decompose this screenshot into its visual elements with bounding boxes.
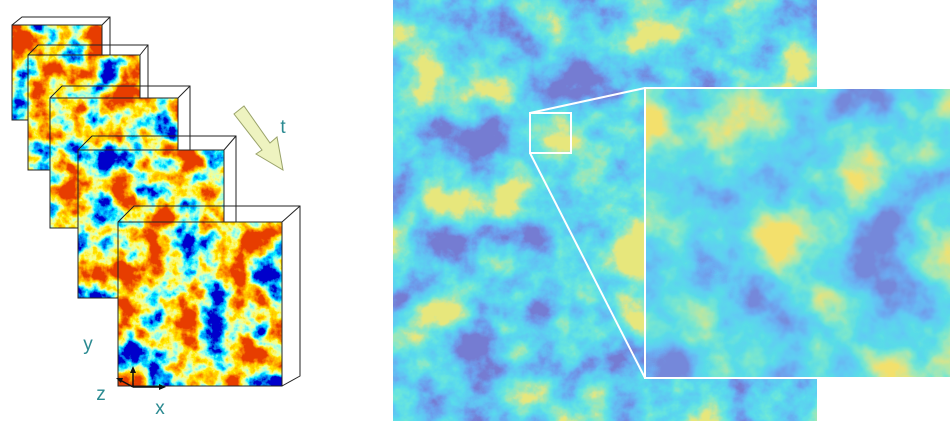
slice-stack [11,16,301,387]
zoom-image [645,88,952,378]
time-arrow [233,105,284,171]
zoom-box [529,112,572,154]
time-label: t [280,117,286,138]
y-axis-label: y [83,334,93,355]
zoom-line [529,152,646,379]
axes [116,366,166,390]
slice [117,205,301,387]
zoom-line [529,87,646,114]
zoom-frame [644,87,952,379]
x-axis-label: x [155,398,165,419]
z-axis-label: z [96,384,106,405]
